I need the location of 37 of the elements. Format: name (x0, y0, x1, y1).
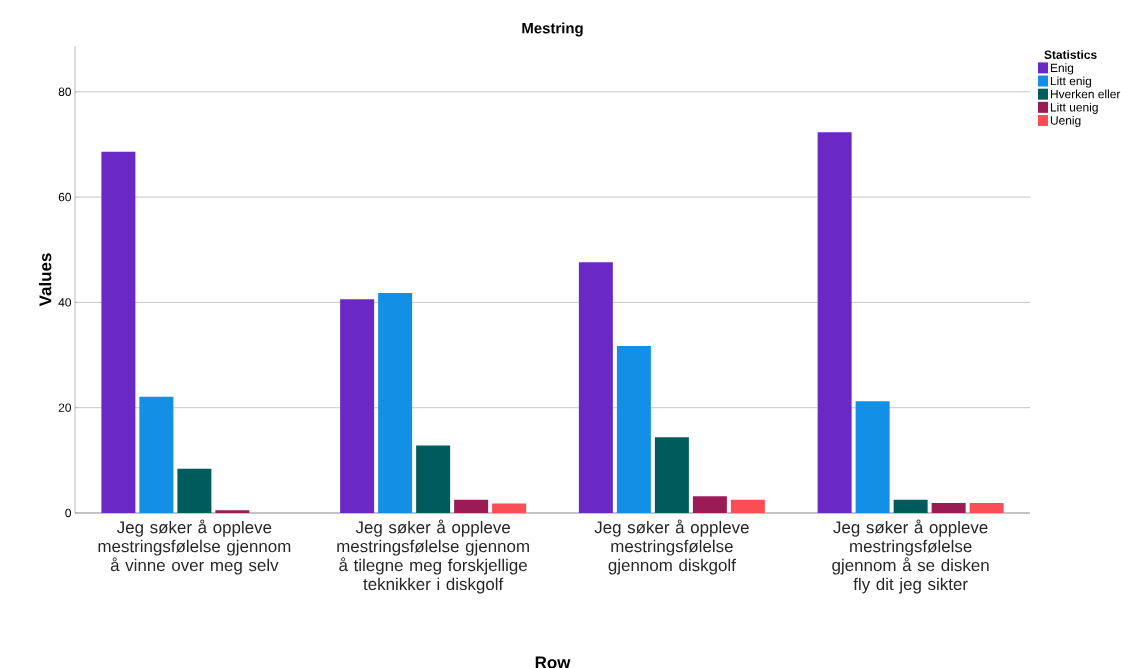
legend-label: Hverken eller (1050, 89, 1121, 99)
bar (692, 496, 727, 513)
y-tick-label: 20 (58, 403, 72, 412)
legend-label: Litt uenig (1050, 102, 1098, 114)
bar (616, 346, 651, 513)
x-tick-label: Jeg søker å oppleve mestringsfølelse gjennom diskgolf (594, 519, 749, 575)
x-tick-label: Jeg søker å oppleve mestringsfølelse gjennom å vinne over meg selv (98, 519, 291, 575)
legend-title: Statistics (1044, 50, 1097, 59)
bar (177, 468, 212, 513)
bar (893, 499, 928, 513)
x-tick-label: Jeg søker å oppleve mestringsfølelse gjennom å tilegne meg forskjellige teknikker i diskgolf (337, 519, 529, 594)
bar (139, 396, 174, 513)
bar (492, 503, 527, 513)
y-tick-label: 40 (58, 298, 72, 307)
chart-title: Mestring (522, 22, 583, 37)
legend-label: Litt enig (1050, 76, 1092, 88)
bar (855, 401, 890, 513)
legend-label: Enig (1050, 63, 1074, 75)
bar (654, 437, 689, 513)
bar (378, 292, 413, 513)
bar (817, 132, 852, 513)
y-tick-label: 60 (58, 192, 72, 202)
y-tick-label: 80 (58, 87, 72, 97)
bar (340, 299, 375, 513)
legend-label: Uenig (1050, 115, 1081, 128)
bar (454, 499, 489, 513)
x-axis-title: Row (535, 656, 571, 668)
bar (416, 445, 451, 513)
bar (578, 262, 613, 513)
y-tick-label: 0 (65, 508, 72, 518)
x-tick-label: Jeg søker å oppleve mestringsfølelse gjennom å se disken fly dit jeg sikter (832, 519, 989, 594)
bar (931, 502, 966, 513)
bar (215, 510, 250, 513)
bar (101, 151, 136, 513)
bar (730, 499, 765, 513)
bar (969, 502, 1004, 513)
y-axis-title: Values (38, 253, 52, 307)
